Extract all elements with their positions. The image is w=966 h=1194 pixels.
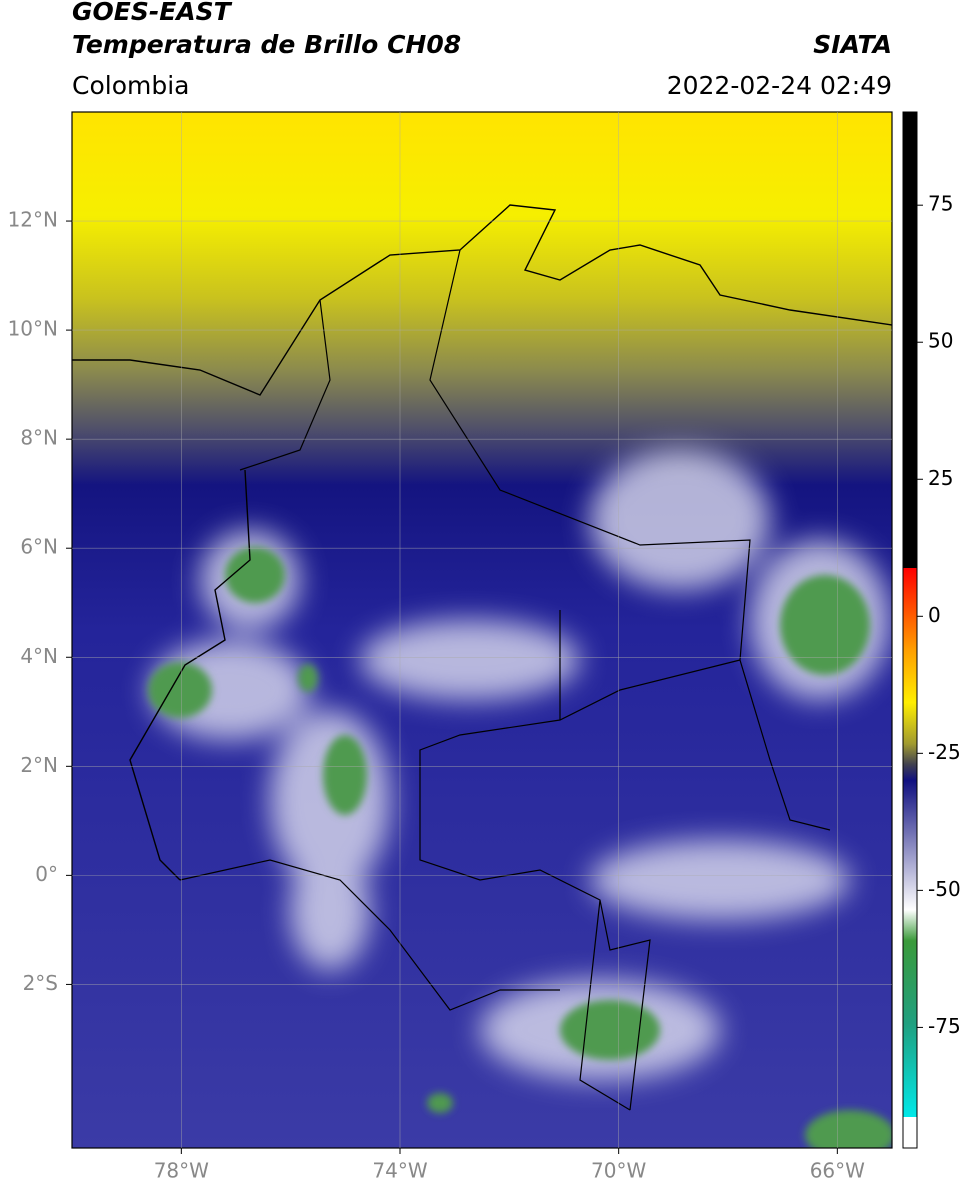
x-tick-label: 74°W bbox=[372, 1159, 427, 1183]
y-tick-label: 2°N bbox=[20, 753, 58, 777]
region: Colombia bbox=[72, 71, 189, 100]
colorbar-tick-label: 25 bbox=[928, 466, 953, 490]
map-frame bbox=[71, 111, 893, 1149]
title: GOES-EAST bbox=[72, 0, 233, 26]
colorbar-tick-label: 75 bbox=[928, 192, 953, 216]
y-tick-label: 12°N bbox=[8, 208, 58, 232]
map-image bbox=[72, 112, 892, 1148]
colorbar-tick-label: -25 bbox=[928, 740, 961, 764]
y-tick-label: 0° bbox=[35, 862, 58, 886]
subtitle: Temperatura de Brillo CH08 bbox=[72, 30, 461, 59]
source: SIATA bbox=[813, 30, 892, 59]
colorbar-tick-label: 0 bbox=[928, 603, 941, 627]
y-tick-label: 8°N bbox=[20, 426, 58, 450]
colorbar-tick-label: -50 bbox=[928, 877, 961, 901]
colorbar-tick-label: -75 bbox=[928, 1014, 961, 1038]
colorbar-tick-label: 50 bbox=[928, 329, 953, 353]
y-tick-label: 6°N bbox=[20, 535, 58, 559]
y-tick-label: 4°N bbox=[20, 644, 58, 668]
timestamp: 2022-02-24 02:49 bbox=[667, 71, 892, 100]
x-tick-label: 78°W bbox=[154, 1159, 209, 1183]
x-tick-label: 66°W bbox=[810, 1159, 865, 1183]
colorbar bbox=[902, 111, 918, 1149]
x-tick-label: 70°W bbox=[591, 1159, 646, 1183]
y-tick-label: 10°N bbox=[8, 317, 58, 341]
y-tick-label: 2°S bbox=[23, 971, 58, 995]
